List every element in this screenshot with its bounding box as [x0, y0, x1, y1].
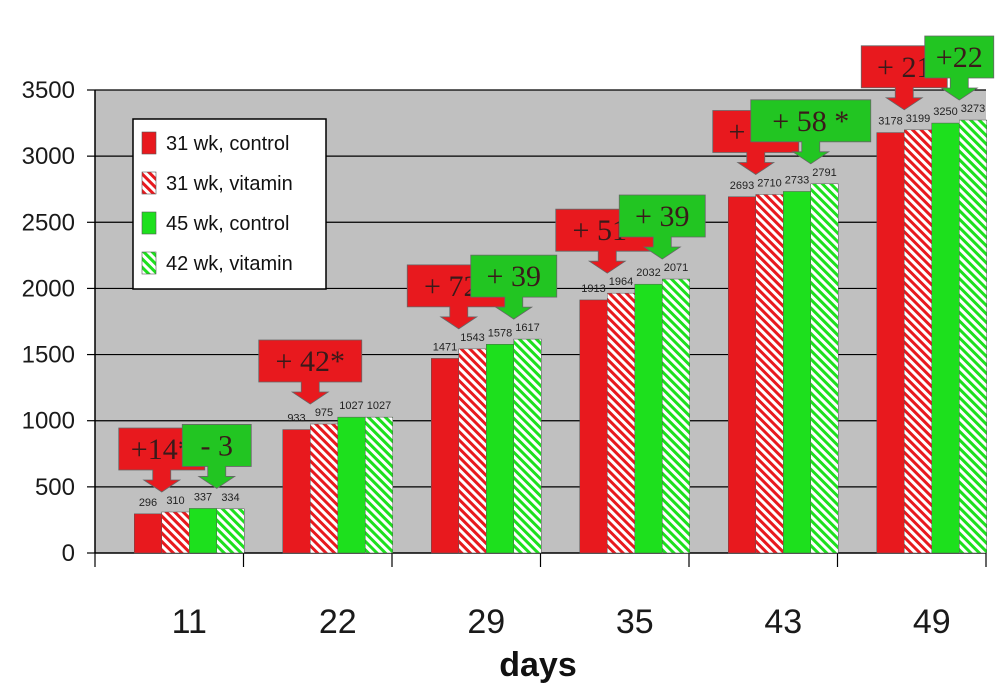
x-tick-label: 22	[319, 603, 357, 641]
x-axis-title: days	[499, 646, 577, 684]
bar-value-label: 310	[166, 495, 184, 507]
legend-swatch	[141, 131, 157, 155]
bar-value-label: 2032	[636, 267, 660, 279]
bar	[876, 132, 905, 554]
bar	[783, 191, 811, 554]
bar-value-label: 975	[315, 407, 333, 419]
y-tick-label: 2500	[22, 209, 75, 236]
legend-label: 42 wk, vitamin	[166, 253, 293, 275]
bar-value-label: 2710	[757, 178, 781, 190]
bar-value-label: 1617	[515, 322, 539, 334]
bar	[755, 194, 784, 554]
bar-value-label: 3273	[961, 103, 985, 115]
bar-value-label: 1964	[609, 276, 633, 288]
y-tick-label: 500	[35, 474, 75, 501]
bar-value-label: 1913	[581, 283, 605, 295]
bar	[634, 283, 663, 554]
legend-label: 45 wk, control	[166, 213, 289, 235]
bar	[189, 508, 217, 554]
bar	[216, 508, 245, 554]
callout-label: + 39	[635, 200, 689, 233]
bar	[134, 513, 162, 554]
callout-arrow	[924, 35, 995, 101]
bar	[728, 196, 756, 554]
legend-swatch	[141, 211, 157, 235]
legend-label: 31 wk, vitamin	[166, 173, 293, 195]
callout-arrow	[618, 194, 706, 260]
bar	[579, 299, 608, 554]
bar	[365, 416, 393, 554]
callout-arrow	[181, 424, 252, 489]
callout-label: + 58 *	[772, 105, 849, 138]
bar-value-label: 933	[287, 413, 305, 425]
legend-swatch	[141, 251, 157, 275]
bar	[904, 129, 932, 554]
bar	[931, 122, 960, 554]
y-tick-label: 3000	[22, 143, 75, 170]
bar	[959, 119, 987, 554]
bar-value-label: 3250	[933, 106, 957, 118]
bar	[161, 511, 190, 554]
bar	[310, 423, 338, 554]
bar-value-label: 334	[221, 492, 239, 504]
bar-value-label: 1543	[460, 332, 484, 344]
bar	[810, 183, 839, 554]
x-tick-label: 35	[616, 603, 654, 641]
callout-arrow	[470, 254, 558, 320]
legend-box	[132, 118, 327, 290]
bar	[662, 278, 690, 554]
bar-value-label: 2693	[730, 180, 754, 192]
callout-label: - 3	[201, 429, 234, 462]
bar-value-label: 2791	[812, 167, 836, 179]
bar-value-label: 337	[194, 491, 212, 503]
x-tick-label: 29	[467, 603, 505, 641]
bar-value-label: 1578	[488, 327, 512, 339]
bar	[431, 358, 459, 554]
bar-value-label: 1027	[367, 400, 391, 412]
bar-value-label: 2733	[785, 174, 809, 186]
bar	[607, 292, 635, 554]
callout-label: + 39	[487, 260, 541, 293]
bar-value-label: 296	[139, 497, 157, 509]
x-tick-label: 11	[172, 603, 207, 641]
bar	[282, 429, 311, 554]
y-tick-label: 1000	[22, 408, 75, 435]
bar-value-label: 3178	[878, 116, 902, 128]
x-tick-label: 43	[764, 603, 802, 641]
callout-label: + 42*	[276, 345, 345, 378]
bar	[486, 344, 514, 554]
bar-value-label: 1471	[433, 341, 457, 353]
callout-arrow	[258, 339, 363, 405]
y-tick-label: 0	[62, 540, 75, 567]
bar-value-label: 1027	[339, 400, 363, 412]
bar-value-label: 3199	[906, 113, 930, 125]
y-tick-label: 2000	[22, 275, 75, 302]
bar	[513, 338, 542, 554]
x-tick-label: 49	[913, 603, 951, 641]
y-tick-label: 3500	[22, 77, 75, 104]
y-tick-label: 1500	[22, 342, 75, 369]
bar	[458, 348, 487, 554]
callout-label: +22	[936, 41, 983, 74]
legend-swatch	[141, 171, 157, 195]
callout-label: + 21	[877, 51, 931, 84]
legend-label: 31 wk, control	[166, 133, 289, 155]
callout-arrow	[750, 99, 872, 165]
bar	[337, 416, 366, 554]
bar-value-label: 2071	[664, 262, 688, 274]
